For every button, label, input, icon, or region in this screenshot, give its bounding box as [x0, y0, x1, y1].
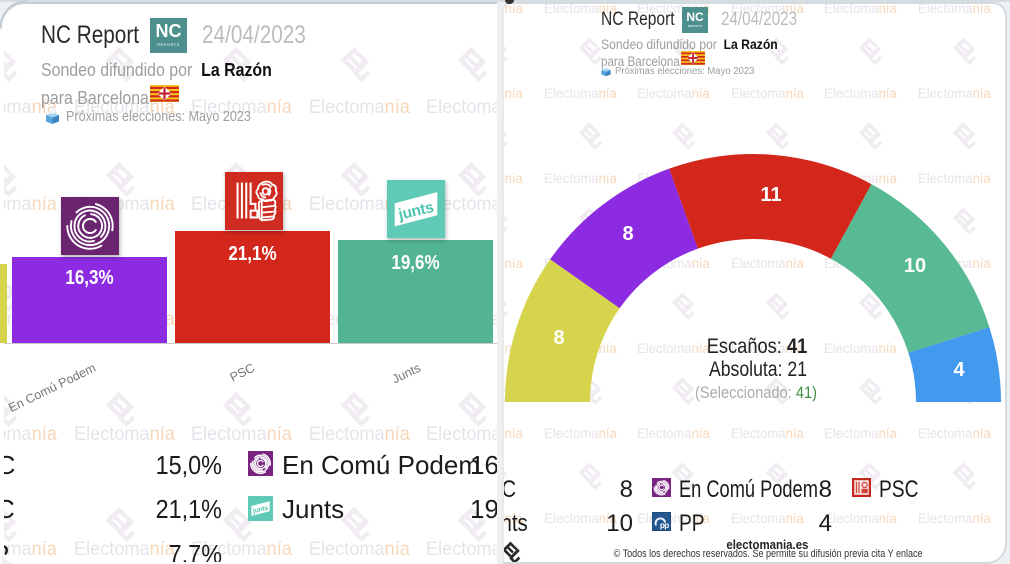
svg-text:11: 11: [760, 184, 781, 206]
svg-text:8: 8: [622, 223, 633, 245]
svg-text:4: 4: [953, 359, 965, 381]
svg-text:pp: pp: [660, 521, 669, 530]
svg-text:8: 8: [553, 327, 564, 349]
svg-text:junts: junts: [251, 505, 269, 516]
svg-text:10: 10: [904, 255, 926, 277]
